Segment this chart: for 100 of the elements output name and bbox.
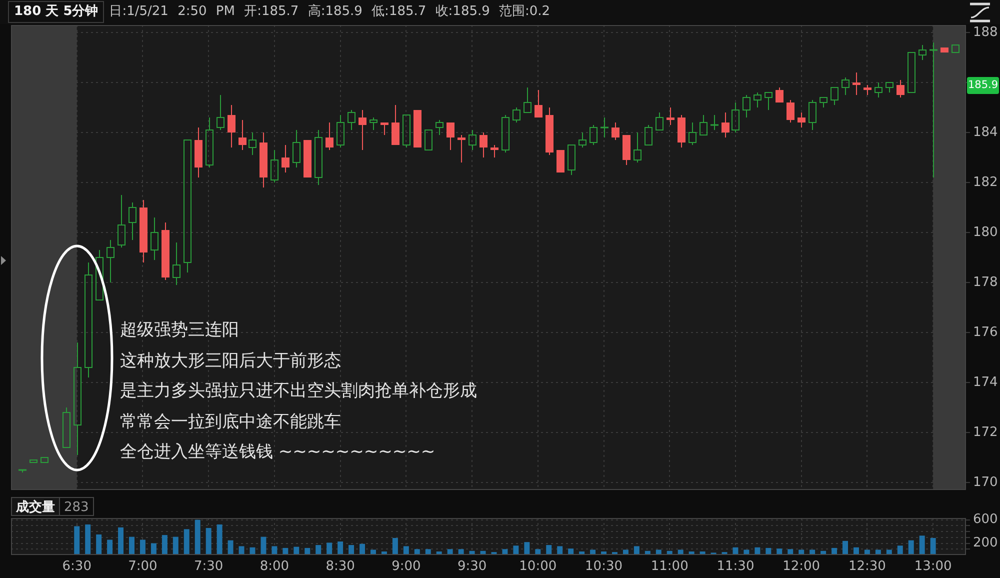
candlestick	[764, 92, 772, 110]
candlestick	[490, 144, 498, 158]
x-tick-label: 11:30	[716, 559, 754, 574]
candlestick	[864, 84, 872, 96]
candlestick	[886, 82, 894, 93]
bar	[930, 538, 936, 555]
bar	[118, 527, 124, 555]
candlestick	[896, 80, 904, 98]
candlestick	[326, 122, 334, 150]
bar	[403, 546, 409, 555]
candlestick	[348, 110, 356, 130]
candlestick	[742, 94, 750, 118]
candlestick	[534, 90, 542, 118]
candlestick	[930, 42, 938, 178]
y-tick-label: 180	[973, 224, 998, 240]
candlestick	[622, 135, 630, 166]
candlestick	[546, 107, 554, 156]
y-tick-label: 182	[973, 174, 998, 190]
bar	[557, 546, 563, 555]
candlestick	[776, 87, 784, 102]
candlestick	[666, 107, 674, 126]
candlestick	[842, 77, 850, 96]
candlestick	[314, 130, 322, 186]
y-tick-label: 600	[973, 512, 998, 528]
bar	[162, 535, 168, 555]
x-tick-label: 8:00	[260, 559, 290, 574]
candlestick	[678, 114, 686, 148]
candlestick	[612, 122, 620, 140]
bar	[194, 520, 200, 555]
candlestick	[270, 150, 278, 183]
y-tick-label: 178	[973, 274, 998, 290]
bar	[107, 540, 113, 555]
chart-title: 成交量	[11, 497, 60, 516]
candlestick	[820, 97, 828, 108]
candlestick	[238, 120, 246, 150]
candlestick	[140, 200, 148, 263]
candlestick	[106, 240, 114, 283]
bar	[140, 540, 146, 555]
bar	[238, 546, 244, 555]
bar	[360, 544, 366, 555]
x-tick-label: 9:00	[392, 559, 421, 574]
candlestick	[358, 110, 366, 150]
bar	[129, 536, 134, 555]
candlestick	[578, 132, 586, 148]
bar	[216, 524, 222, 555]
x-tick-label: 10:30	[585, 559, 622, 574]
candlestick	[436, 120, 444, 136]
x-tick-label: 8:30	[326, 559, 355, 574]
y-tick-label: 188	[973, 24, 998, 40]
bar	[206, 528, 212, 555]
bar	[524, 542, 530, 555]
candlestick	[128, 202, 136, 240]
bar	[338, 541, 344, 555]
annotation: 超级强势三连阳	[120, 319, 239, 342]
candlestick	[118, 194, 126, 248]
x-tick-label: 6:30	[62, 559, 92, 574]
candlestick	[248, 132, 256, 156]
chart-subtitle: 日:1/5/21 2:50 PM 开:185.7 高:185.9 低:185.7 收:185.9 范围:0.2	[108, 3, 552, 21]
candlestick	[336, 114, 344, 148]
candlestick	[216, 94, 224, 130]
candlestick	[260, 132, 268, 188]
candlestick	[874, 82, 882, 98]
candlestick	[150, 217, 158, 260]
candlestick	[458, 134, 466, 163]
bar	[74, 526, 80, 555]
candlestick	[162, 222, 170, 280]
bar	[150, 543, 156, 555]
bar	[260, 536, 266, 555]
annotation: 全仓进入坐等送钱钱 ~~~~~~~~~~~	[120, 441, 436, 464]
bar	[85, 524, 91, 555]
x-tick-label: 11:00	[650, 559, 688, 574]
bar	[908, 540, 914, 555]
chart-title: 180 天 5分钟	[8, 1, 104, 23]
candlestick	[830, 87, 838, 106]
candlestick	[732, 102, 740, 133]
text: 283	[60, 497, 94, 516]
bar	[634, 546, 640, 555]
bar	[842, 540, 848, 555]
x-tick-label: 10:00	[519, 559, 557, 574]
bar	[228, 540, 234, 555]
candlestick	[206, 117, 214, 168]
candlestick	[446, 122, 454, 150]
y-tick-label: 200	[973, 536, 998, 551]
y-tick-label: 172	[973, 424, 998, 440]
candlestick	[184, 140, 192, 273]
candlestick	[282, 144, 290, 173]
candlestick	[688, 122, 696, 146]
bar	[326, 542, 332, 555]
bar	[513, 546, 519, 555]
y-tick-label: 174	[973, 374, 998, 390]
candlestick	[74, 342, 82, 456]
annotation: 这种放大形三阳后大于前形态	[120, 350, 341, 372]
candlestick	[700, 114, 708, 136]
candlestick	[808, 100, 816, 130]
annotation: 185.9	[967, 76, 1000, 94]
candlestick	[380, 122, 388, 136]
candlestick	[96, 250, 104, 300]
y-tick-label: 184	[973, 124, 998, 140]
x-tick-label: 7:00	[128, 559, 158, 574]
candlestick	[600, 117, 608, 138]
